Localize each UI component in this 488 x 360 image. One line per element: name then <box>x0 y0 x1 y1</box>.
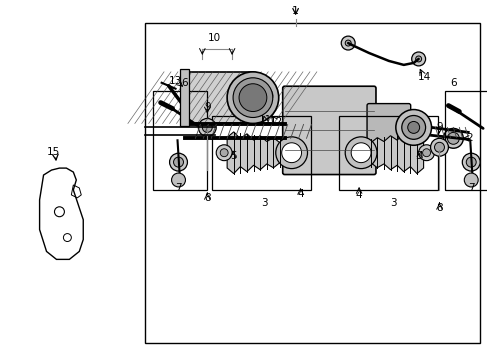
Circle shape <box>447 132 458 144</box>
Circle shape <box>415 56 421 62</box>
Text: 5: 5 <box>229 151 236 161</box>
FancyBboxPatch shape <box>366 104 410 162</box>
Text: 7: 7 <box>175 183 182 193</box>
Text: 9: 9 <box>435 122 442 132</box>
Bar <box>339 116 438 190</box>
Bar <box>152 91 207 190</box>
Circle shape <box>254 96 268 111</box>
Bar <box>445 91 488 190</box>
Circle shape <box>275 137 307 168</box>
Bar <box>212 116 311 190</box>
Circle shape <box>220 149 228 157</box>
Circle shape <box>250 93 272 114</box>
Text: 3: 3 <box>261 198 267 208</box>
Text: 12: 12 <box>269 117 283 127</box>
Circle shape <box>173 157 183 167</box>
FancyBboxPatch shape <box>282 86 375 175</box>
Circle shape <box>418 145 434 161</box>
Text: 10: 10 <box>207 33 221 43</box>
Text: 5: 5 <box>414 151 421 161</box>
Text: 8: 8 <box>203 193 210 203</box>
Polygon shape <box>226 132 286 174</box>
Circle shape <box>169 153 187 171</box>
Text: 4: 4 <box>297 189 303 199</box>
Circle shape <box>411 52 425 66</box>
Circle shape <box>233 78 272 117</box>
Circle shape <box>443 129 462 148</box>
Circle shape <box>461 153 479 171</box>
Circle shape <box>249 82 277 109</box>
Text: 3: 3 <box>390 198 396 208</box>
Circle shape <box>281 143 301 163</box>
Circle shape <box>466 157 475 167</box>
Circle shape <box>463 173 477 187</box>
Text: 4: 4 <box>355 190 362 200</box>
Circle shape <box>401 116 425 139</box>
Text: 6: 6 <box>181 78 187 88</box>
Text: 2: 2 <box>466 133 472 143</box>
Circle shape <box>345 40 350 46</box>
Text: 13: 13 <box>168 76 182 86</box>
Text: 1: 1 <box>291 6 299 16</box>
Circle shape <box>254 87 272 105</box>
Bar <box>179 69 189 126</box>
Bar <box>145 23 479 342</box>
Text: 7: 7 <box>467 183 473 193</box>
Circle shape <box>407 121 419 133</box>
Text: 8: 8 <box>435 203 442 213</box>
Circle shape <box>350 143 370 163</box>
Circle shape <box>171 173 185 187</box>
Circle shape <box>345 137 376 168</box>
Circle shape <box>422 149 429 157</box>
Circle shape <box>198 118 216 136</box>
Text: 15: 15 <box>47 147 60 157</box>
Bar <box>183 72 252 123</box>
Circle shape <box>226 72 278 123</box>
Text: 9: 9 <box>203 102 210 112</box>
Text: 11: 11 <box>259 116 272 126</box>
Circle shape <box>429 138 447 156</box>
Polygon shape <box>364 132 423 174</box>
Circle shape <box>202 122 212 132</box>
Text: 6: 6 <box>449 78 456 88</box>
Circle shape <box>239 84 266 112</box>
Circle shape <box>341 36 354 50</box>
Circle shape <box>434 142 444 152</box>
Text: 14: 14 <box>417 72 430 82</box>
Circle shape <box>395 109 431 145</box>
Circle shape <box>216 145 232 161</box>
